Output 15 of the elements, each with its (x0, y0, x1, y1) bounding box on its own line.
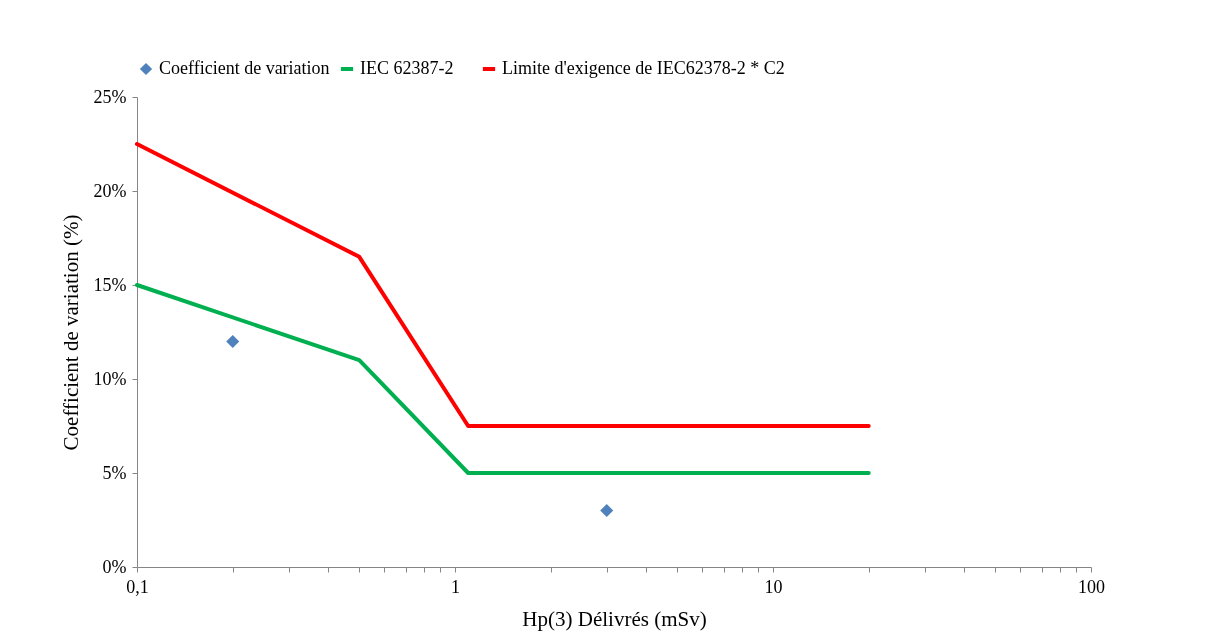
y-tick-label: 10% (93, 368, 127, 389)
x-tick-label: 100 (1078, 576, 1105, 597)
y-tick-label: 5% (102, 462, 127, 483)
x-tick-label: 1 (451, 576, 460, 597)
legend-label: Limite d'exigence de IEC62378-2 * C2 (502, 58, 785, 78)
legend-label: IEC 62387-2 (360, 58, 454, 78)
y-tick-label: 25% (93, 86, 127, 107)
y-tick-label: 20% (93, 180, 127, 201)
y-axis-title: Coefficient de variation (%) (58, 214, 83, 451)
x-axis-title: Hp(3) Délivrés (mSv) (522, 606, 707, 631)
y-tick-label: 0% (102, 556, 127, 577)
x-tick-label: 0,1 (126, 576, 149, 597)
x-tick-label: 10 (764, 576, 783, 597)
y-tick-label: 15% (93, 274, 127, 295)
legend-label: Coefficient de variation (159, 58, 330, 78)
